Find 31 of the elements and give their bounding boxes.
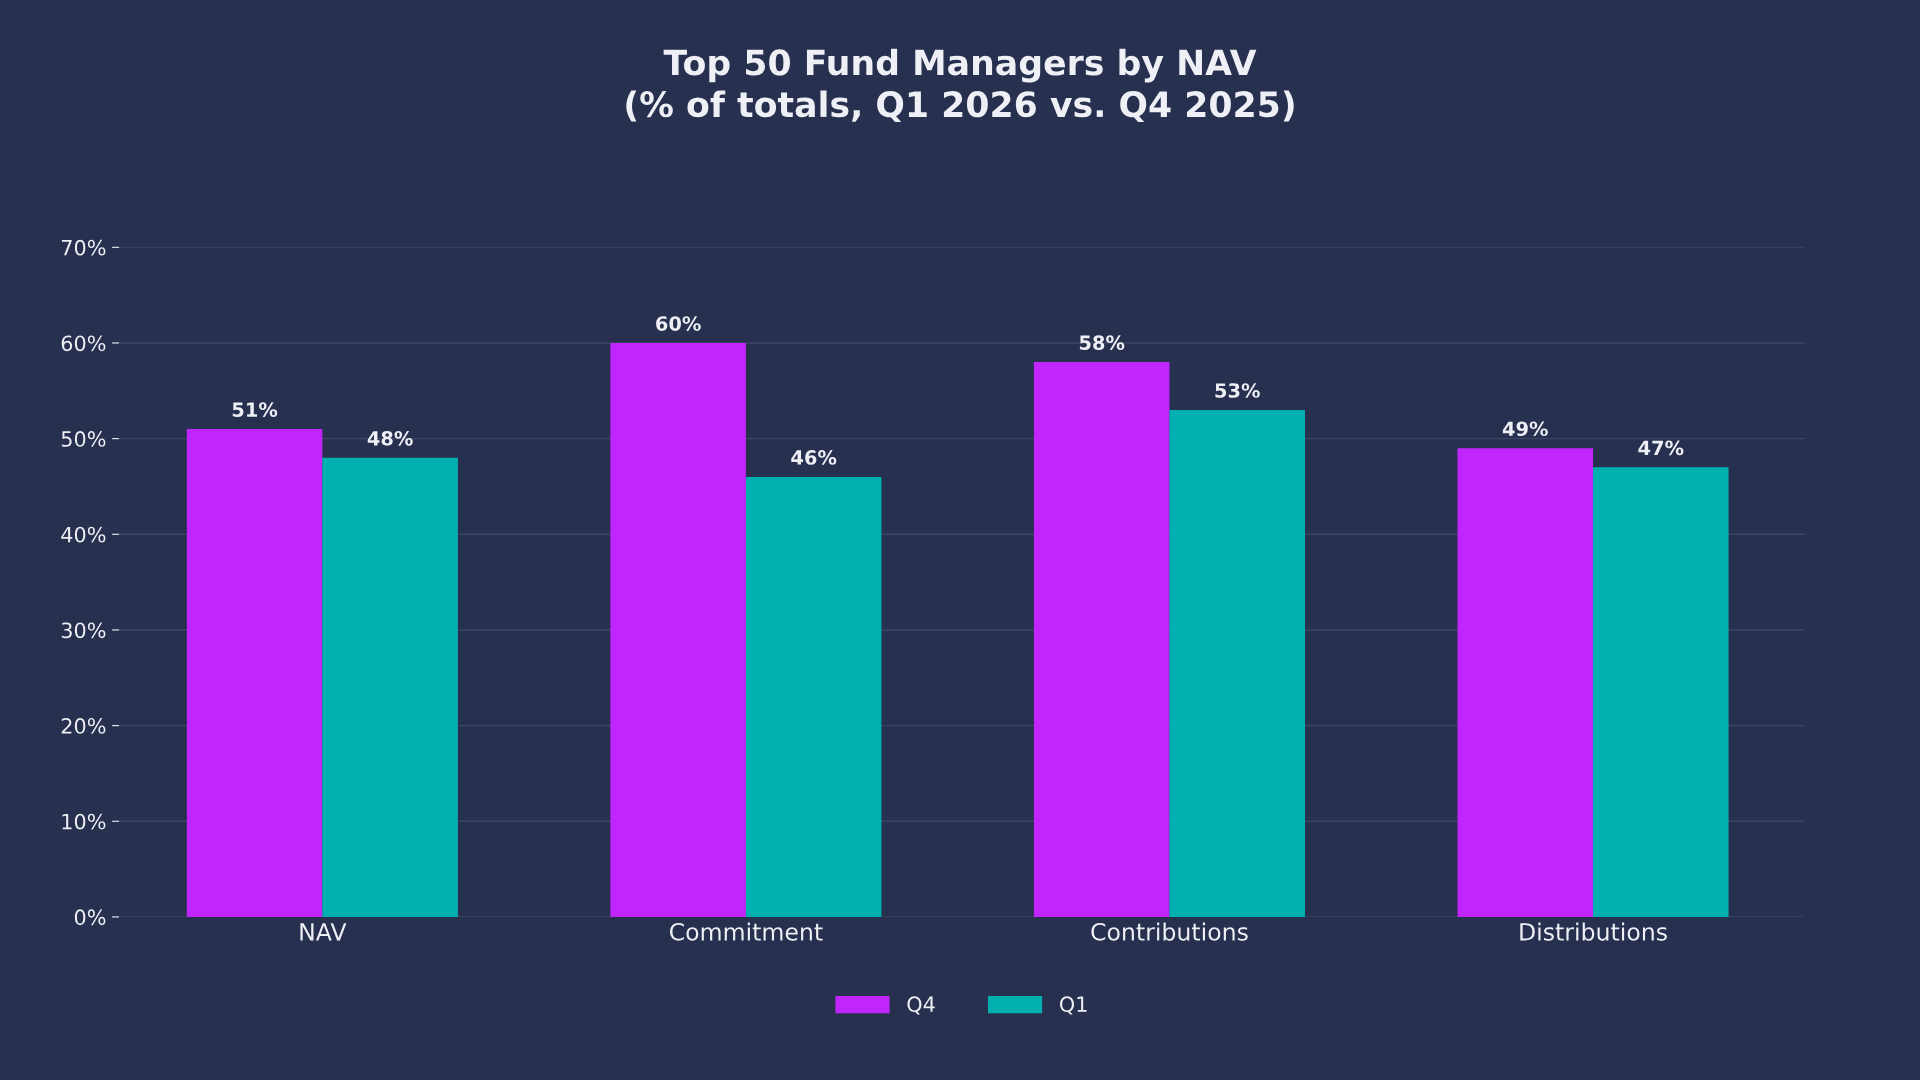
x-tick-label: Commitment — [669, 922, 823, 941]
y-tick-label: 20% — [61, 718, 106, 734]
bar — [186, 429, 323, 917]
y-tick-label: 0% — [74, 909, 106, 926]
data-label: 60% — [656, 316, 701, 331]
bar — [322, 457, 458, 917]
data-label: 53% — [1215, 383, 1260, 398]
x-tick-label: NAV — [300, 923, 347, 941]
data-label: 46% — [791, 450, 837, 465]
chart-title: Top 50 Fund Managers by NAV (% of totals, Q1 2026 vs. Q4 2025) — [626, 48, 1294, 122]
y-tick-label: 10% — [62, 813, 106, 830]
bar — [1457, 448, 1594, 917]
x-tick-label: Contributions — [1091, 922, 1248, 941]
x-tick-label: Distributions — [1520, 922, 1667, 941]
bar — [1593, 467, 1729, 917]
y-tick-label: 70% — [61, 239, 106, 256]
y-tick-label: 60% — [61, 335, 106, 352]
data-label: 47% — [1638, 440, 1684, 456]
y-tick-label: 40% — [61, 526, 106, 543]
data-label: 51% — [232, 402, 278, 417]
bar — [745, 476, 882, 917]
legend-label: Q4 — [907, 996, 935, 1015]
data-label: 58% — [1079, 335, 1125, 351]
data-label: 49% — [1502, 421, 1548, 437]
y-tick-label: 50% — [61, 431, 106, 447]
legend-label: Q1 — [1059, 996, 1087, 1015]
data-label: 48% — [367, 430, 413, 446]
y-tick-label: 30% — [61, 622, 106, 639]
bar — [1169, 409, 1305, 917]
bar — [610, 342, 746, 917]
bar — [1033, 362, 1170, 917]
